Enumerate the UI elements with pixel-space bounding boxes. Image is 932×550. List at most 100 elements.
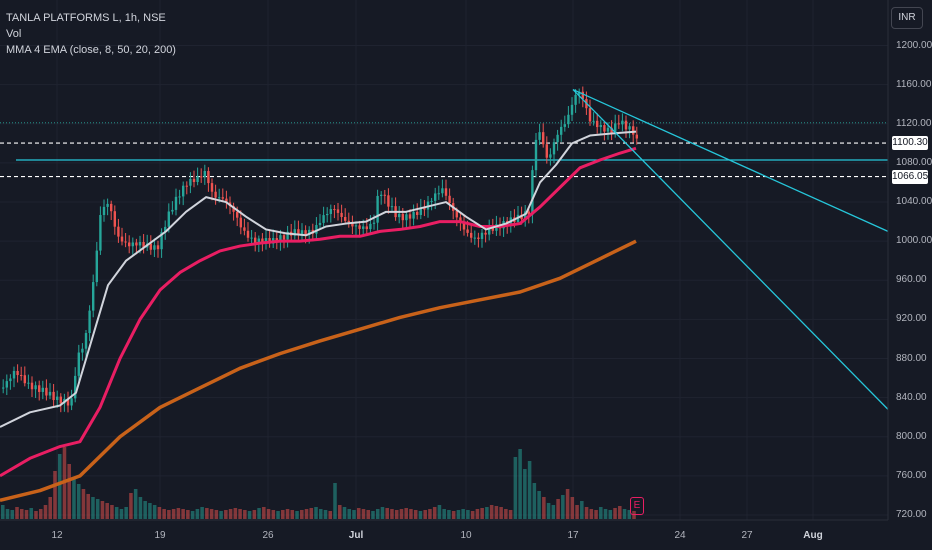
candle-body bbox=[326, 213, 329, 216]
volume-bar bbox=[157, 507, 162, 519]
ema-indicator-label[interactable]: MMA 4 EMA (close, 8, 50, 20, 200) bbox=[6, 44, 176, 56]
symbol-title[interactable]: TANLA PLATFORMS L, 1h, NSE bbox=[6, 12, 166, 24]
candle-body bbox=[563, 124, 566, 127]
candle-body bbox=[48, 391, 52, 396]
candle-body bbox=[239, 217, 242, 228]
candle-body bbox=[466, 229, 469, 233]
candle-body bbox=[160, 232, 163, 250]
volume-bar bbox=[413, 510, 418, 519]
volume-bar bbox=[342, 507, 347, 519]
candle-body bbox=[621, 120, 624, 125]
candle-body bbox=[185, 185, 188, 187]
volume-bar bbox=[95, 499, 100, 519]
volume-bar bbox=[247, 511, 252, 519]
descending-trendline-steep bbox=[572, 89, 889, 410]
horizontal-levels bbox=[0, 122, 888, 178]
candle-body bbox=[398, 213, 401, 218]
volume-bar bbox=[499, 507, 503, 519]
volume-bar bbox=[337, 505, 342, 519]
candle-body bbox=[9, 378, 12, 382]
volume-bar bbox=[257, 508, 261, 519]
volume-bar bbox=[5, 509, 10, 519]
candle-body bbox=[581, 91, 584, 99]
candle-body bbox=[135, 242, 138, 246]
currency-button[interactable]: INR bbox=[891, 7, 923, 29]
y-tick-label: 1080.00 bbox=[896, 156, 932, 168]
candle-body bbox=[77, 352, 80, 376]
candle-body bbox=[358, 225, 361, 229]
candle-body bbox=[603, 125, 606, 132]
candle-body bbox=[444, 188, 448, 196]
candle-body bbox=[632, 126, 635, 135]
candle-body bbox=[387, 195, 390, 207]
volume-bar bbox=[556, 499, 560, 519]
volume-bar bbox=[328, 511, 333, 519]
y-tick-label: 1120.00 bbox=[896, 117, 932, 129]
volume-bar bbox=[76, 484, 81, 519]
candles bbox=[2, 86, 638, 413]
volume-bar bbox=[356, 508, 361, 519]
volume-bar bbox=[138, 497, 143, 519]
volume-bar bbox=[347, 509, 352, 519]
candle-body bbox=[56, 396, 59, 401]
volume-bar bbox=[1, 505, 5, 519]
volume-bar bbox=[205, 508, 209, 519]
volume-bar bbox=[594, 510, 598, 519]
candle-body bbox=[218, 197, 221, 199]
volume-bar bbox=[428, 509, 432, 519]
candle-body bbox=[574, 94, 577, 105]
volume-bar bbox=[143, 501, 147, 519]
volume-bar bbox=[148, 503, 152, 519]
candle-body bbox=[534, 139, 538, 171]
volume-bar bbox=[618, 506, 622, 519]
volume-bar bbox=[565, 489, 570, 519]
candle-body bbox=[369, 223, 372, 230]
y-tick-label: 1200.00 bbox=[896, 39, 932, 51]
candle-body bbox=[545, 144, 548, 158]
volume-bar bbox=[15, 507, 19, 519]
candle-body bbox=[416, 211, 419, 215]
volume-bar bbox=[48, 497, 53, 519]
volume-bar bbox=[537, 491, 541, 519]
candle-body bbox=[167, 211, 170, 227]
candle-body bbox=[128, 242, 131, 247]
volume-bar bbox=[394, 510, 399, 519]
volume-bar bbox=[447, 510, 451, 519]
volume-bar bbox=[480, 508, 484, 519]
volume-bar bbox=[613, 508, 617, 519]
y-tick-label: 1040.00 bbox=[896, 196, 932, 208]
candle-body bbox=[20, 375, 23, 377]
volume-bar bbox=[380, 507, 385, 519]
volume-bar bbox=[295, 511, 299, 519]
price-line-label[interactable]: 1100.30 bbox=[892, 136, 928, 151]
ema-200-line bbox=[0, 239, 637, 503]
candle-body bbox=[491, 227, 494, 231]
price-line-label[interactable]: 1066.05 bbox=[892, 169, 929, 184]
candle-body bbox=[441, 188, 444, 194]
earnings-marker[interactable]: E bbox=[630, 497, 644, 515]
candle-body bbox=[448, 195, 451, 204]
candle-body bbox=[354, 225, 358, 227]
x-tick-label: 12 bbox=[51, 530, 63, 541]
candle-body bbox=[588, 108, 592, 122]
volume-bar bbox=[470, 511, 475, 519]
candle-body bbox=[243, 227, 246, 231]
volume-bar bbox=[209, 509, 214, 519]
candle-body bbox=[254, 237, 257, 244]
candle-body bbox=[635, 134, 638, 139]
chart-grid bbox=[0, 0, 888, 520]
candle-body bbox=[192, 178, 196, 183]
candle-body bbox=[412, 211, 415, 219]
volume-bar bbox=[385, 508, 389, 519]
candle-body bbox=[293, 229, 296, 236]
volume-bar bbox=[418, 511, 423, 519]
candle-body bbox=[473, 237, 476, 239]
candle-body bbox=[124, 241, 127, 243]
volume-indicator-label[interactable]: Vol bbox=[6, 28, 22, 40]
volume-bar bbox=[105, 503, 109, 519]
candle-body bbox=[318, 222, 322, 226]
volume-bar bbox=[399, 509, 404, 519]
candle-body bbox=[196, 176, 199, 183]
volume-bar bbox=[508, 510, 513, 519]
